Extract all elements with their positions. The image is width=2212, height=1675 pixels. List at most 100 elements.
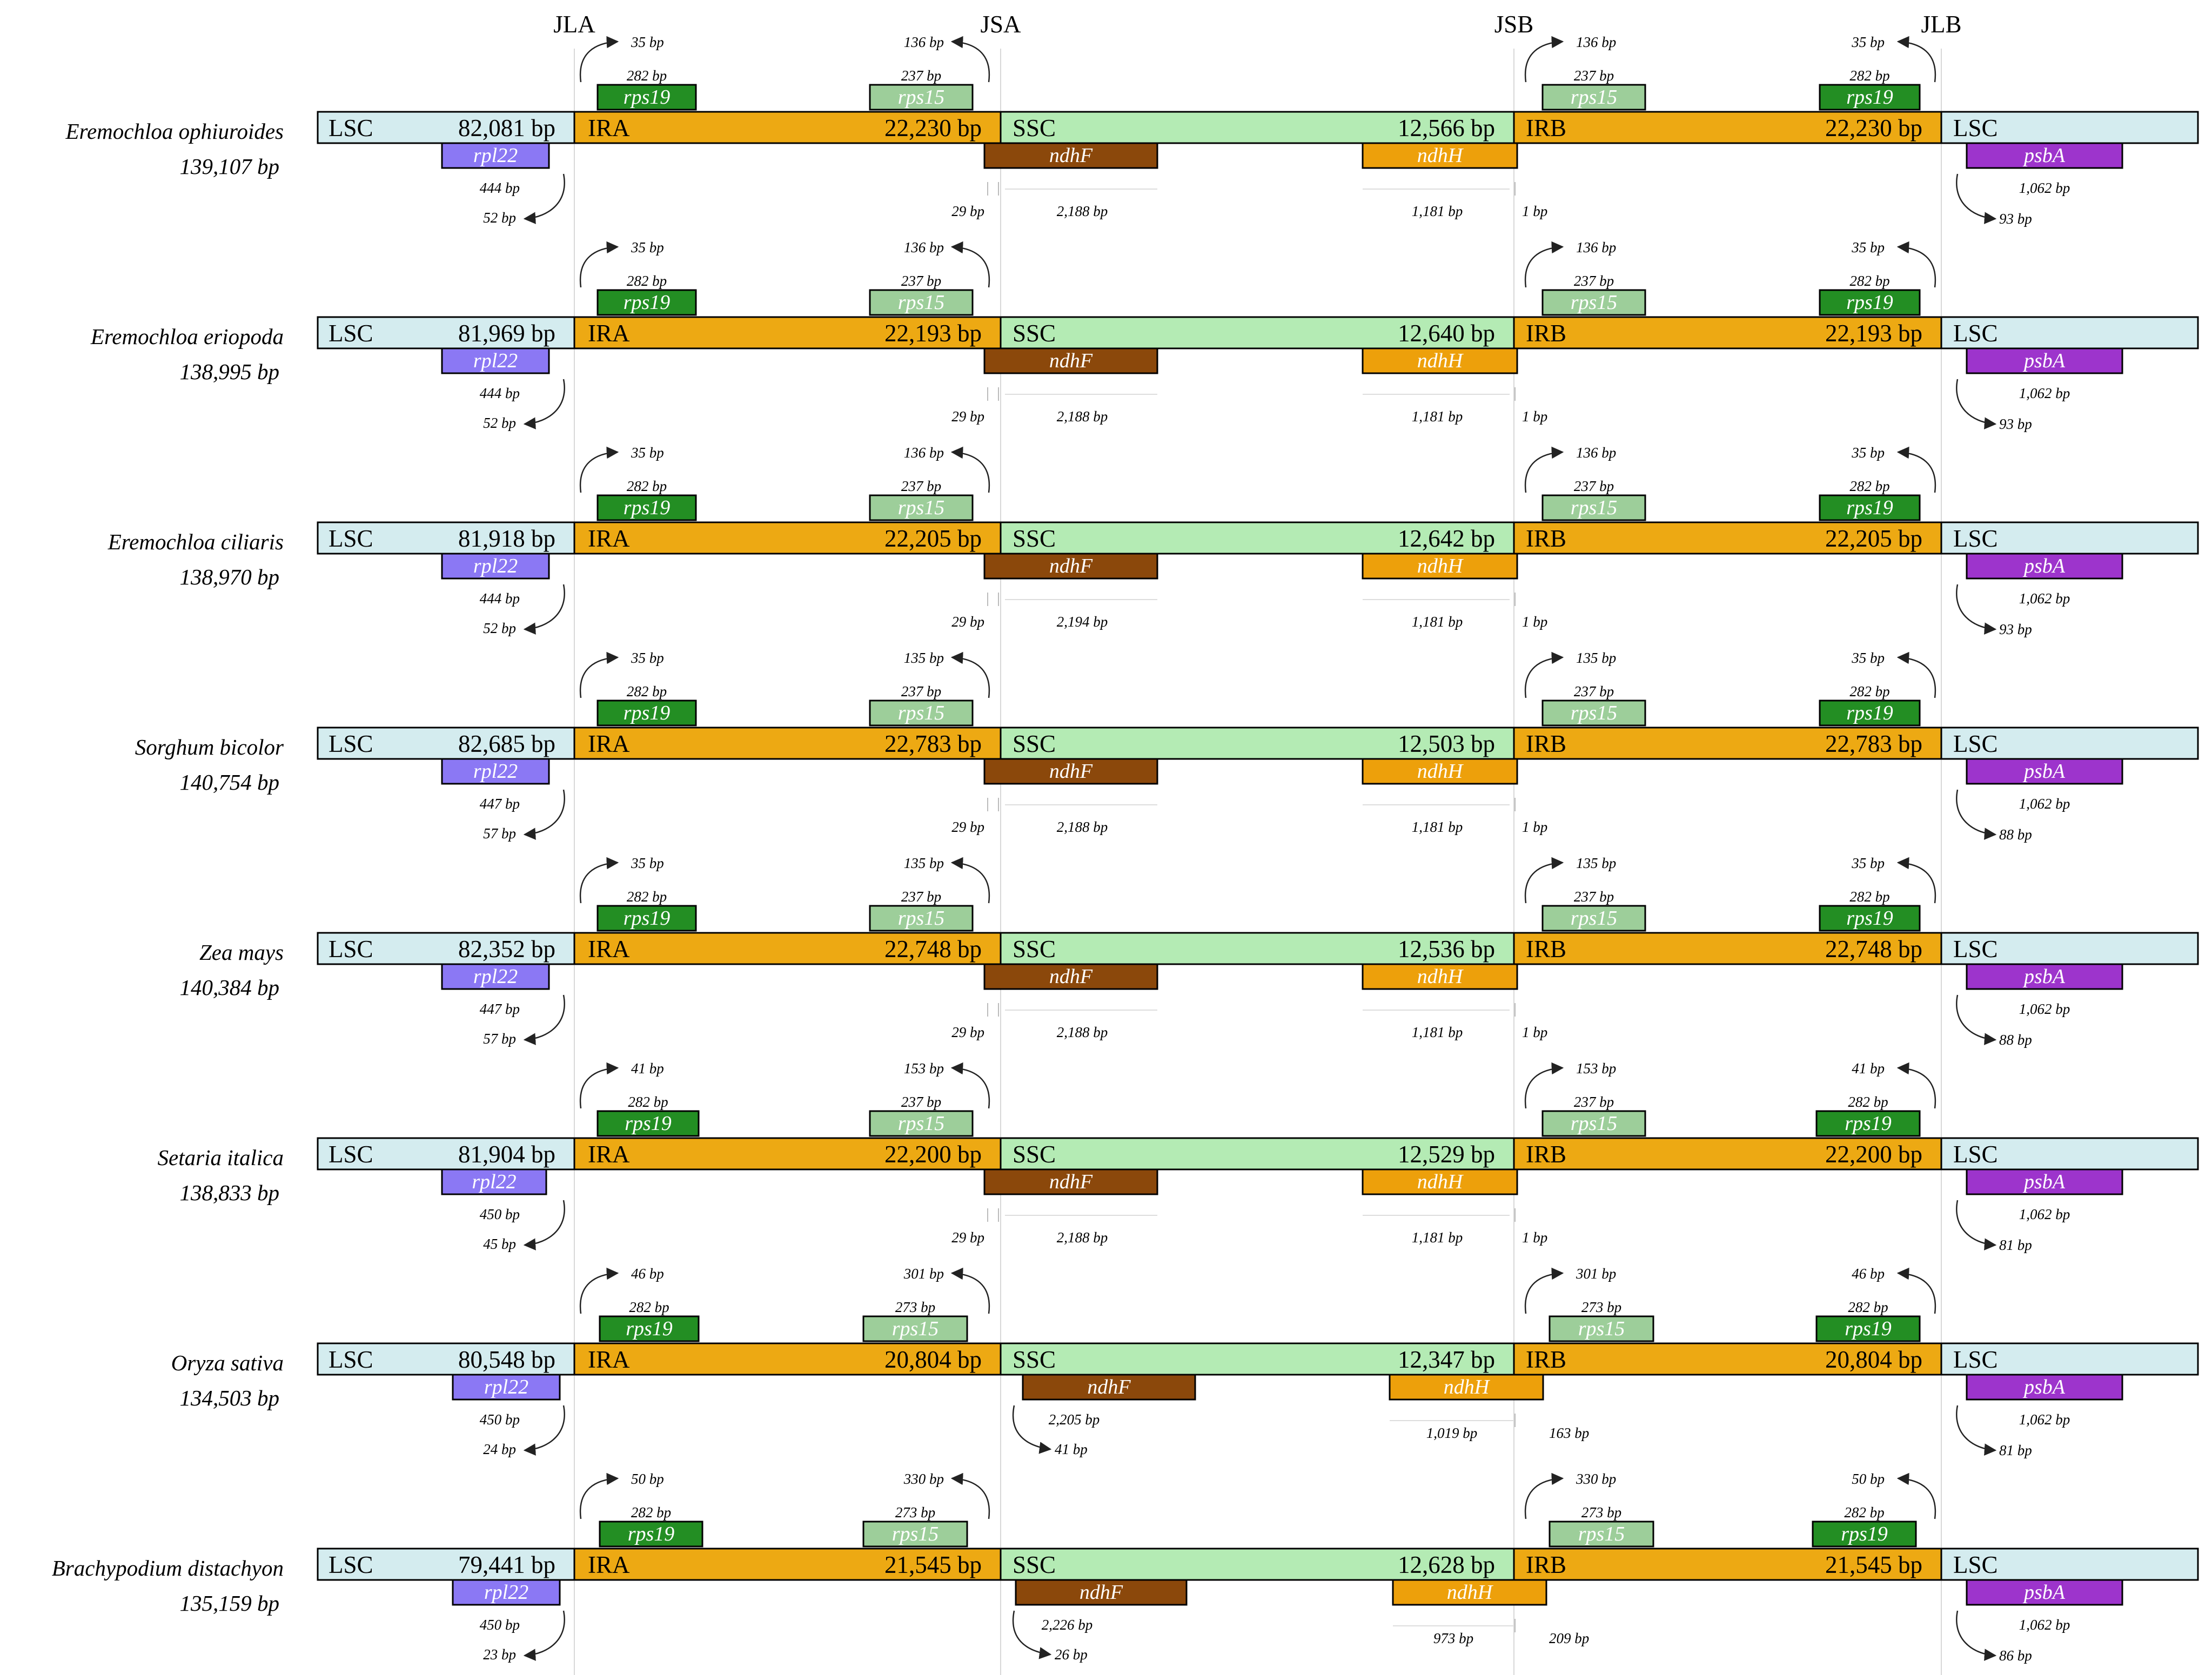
ndhh-length: 1,181 bp	[1412, 408, 1463, 425]
rps15-gene-ira	[869, 494, 974, 521]
rpl22-overhang: 52 bp	[483, 210, 516, 226]
rps19-b-overhang-arrow	[1896, 857, 1936, 904]
rps19-a-overhang: 46 bp	[631, 1266, 664, 1282]
psba-length: 1,062 bp	[2019, 385, 2070, 401]
rps19-a-overhang-arrow	[579, 241, 619, 288]
rps19-b-overhang-arrow	[1896, 241, 1936, 288]
rps15-b-length: 273 bp	[1581, 1299, 1621, 1315]
psba-length: 1,062 bp	[2019, 1206, 2070, 1222]
ndhf-length: 2,188 bp	[1057, 1229, 1108, 1246]
ndhh-length: 973 bp	[1433, 1630, 1473, 1646]
rps19-a-overhang: 41 bp	[631, 1060, 664, 1077]
region-lsc-end	[1940, 726, 2199, 760]
psba-overhang-arrow	[1956, 1200, 1997, 1250]
rps15-gene-ira-label: rps15	[898, 86, 945, 109]
ndhh-gene	[1389, 1374, 1544, 1401]
ndhf-gap: 26 bp	[1055, 1646, 1088, 1663]
psba-gene-label: psbA	[2022, 1171, 2066, 1193]
ndhf-length: 2,205 bp	[1049, 1411, 1100, 1428]
rps15-gene-ira-label: rps15	[898, 291, 945, 314]
region-irb	[1513, 316, 1942, 349]
region-ssc	[1000, 726, 1515, 760]
psba-length: 1,062 bp	[2019, 180, 2070, 196]
lsc-size: 79,441 bp	[458, 1551, 555, 1578]
junction-guides	[574, 49, 1942, 1675]
rps15-gene-irb-label: rps15	[1571, 496, 1618, 519]
psba-gene	[1966, 1579, 2123, 1606]
rpl22-gene-label: rpl22	[472, 1171, 516, 1193]
psba-length: 1,062 bp	[2019, 590, 2070, 607]
region-ssc	[1000, 932, 1515, 965]
region-label-ssc: SSC	[1013, 1346, 1056, 1373]
ndhh-gene	[1362, 758, 1518, 785]
ssc-size: 12,536 bp	[1398, 936, 1495, 963]
rps19-b-overhang-arrow	[1896, 446, 1936, 493]
ndhh-gene	[1362, 963, 1518, 990]
region-lsc-end	[1940, 932, 2199, 965]
rps19-gene-ira	[596, 699, 697, 726]
genome-length: 134,503 bp	[180, 1385, 280, 1410]
ndhf-gene	[1022, 1374, 1196, 1401]
rps19-b-overhang: 35 bp	[1851, 855, 1885, 871]
region-label-lsc: LSC	[329, 1141, 373, 1168]
rps15-gene-irb-label: rps15	[1571, 86, 1618, 109]
rps19-gene-ira	[599, 1521, 703, 1548]
psba-length: 1,062 bp	[2019, 796, 2070, 812]
region-label-irb: IRB	[1526, 1141, 1566, 1168]
rps19-a-overhang-arrow	[579, 1472, 619, 1519]
region-label-lsc: LSC	[329, 320, 373, 347]
region-label-ssc: SSC	[1013, 320, 1056, 347]
rps15-b-overhang: 301 bp	[1576, 1266, 1616, 1282]
rps15-b-length: 237 bp	[1574, 478, 1614, 494]
rps15-b-overhang-arrow	[1524, 857, 1564, 904]
ndhh-gene-label: ndhH	[1417, 349, 1464, 372]
rpl22-gene-label: rpl22	[473, 555, 518, 577]
rps19-gene-ira	[596, 494, 697, 521]
region-label-lsc-end: LSC	[1953, 1141, 1998, 1168]
rps15-b-overhang: 153 bp	[1576, 1060, 1616, 1077]
rpl22-length: 444 bp	[480, 590, 520, 607]
ssc-size: 12,566 bp	[1398, 115, 1495, 142]
region-ira	[573, 1342, 1002, 1376]
species-name: Eremochloa ophiuroides	[65, 119, 284, 144]
ndhh-gene-label: ndhH	[1417, 965, 1464, 988]
genome-row: Sorghum bicolor 140,754 bp LSC 82,685 bp IRA…	[135, 650, 2199, 843]
region-ssc	[1000, 1342, 1515, 1376]
ndhh-irb-part: 163 bp	[1549, 1425, 1589, 1441]
lsc-size: 81,918 bp	[458, 525, 555, 552]
species-name: Sorghum bicolor	[135, 735, 284, 759]
region-lsc	[317, 932, 575, 965]
rpl22-gene-label: rpl22	[473, 760, 518, 783]
rps15-gene-irb-label: rps15	[1571, 291, 1618, 314]
rps19-b-length: 282 bp	[1848, 1094, 1888, 1110]
genome-row: Zea mays 140,384 bp LSC 82,352 bp IRA 22,748 …	[180, 855, 2199, 1048]
rps19-b-overhang-arrow	[1896, 1062, 1936, 1109]
rpl22-overhang-arrow	[523, 584, 565, 635]
region-label-ira: IRA	[588, 115, 630, 142]
rps15-b-overhang: 136 bp	[1576, 445, 1616, 461]
ira-size: 22,205 bp	[884, 525, 982, 552]
region-ssc	[1000, 521, 1515, 555]
rpl22-length: 447 bp	[480, 796, 520, 812]
rps15-b-overhang-arrow	[1524, 446, 1564, 493]
ndhf-length: 2,226 bp	[1042, 1617, 1093, 1633]
rps19-b-overhang: 35 bp	[1851, 650, 1885, 666]
rps15-gene-irb	[1541, 289, 1646, 316]
region-label-lsc-end: LSC	[1953, 1346, 1998, 1373]
rps15-gene-irb	[1549, 1315, 1654, 1342]
psba-length: 1,062 bp	[2019, 1411, 2070, 1428]
rps19-b-overhang: 46 bp	[1852, 1266, 1885, 1282]
rps15-a-length: 237 bp	[901, 889, 941, 905]
junction-label-jla: JLA	[553, 11, 595, 38]
rps15-a-length: 237 bp	[901, 683, 941, 699]
ndhf-gap-arrow	[1012, 1405, 1052, 1454]
rps15-gene-irb	[1541, 699, 1646, 726]
genome-rows: Eremochloa ophiuroides 139,107 bp LSC 82,08…	[52, 34, 2199, 1664]
species-name: Zea mays	[199, 940, 284, 965]
rps15-a-overhang-arrow	[950, 1472, 990, 1519]
region-lsc-end	[1940, 521, 2199, 555]
ndhh-irb-part: 1 bp	[1522, 614, 1547, 630]
region-label-irb: IRB	[1526, 1346, 1566, 1373]
rps19-a-length: 282 bp	[631, 1504, 671, 1521]
genome-length: 138,995 bp	[180, 359, 280, 384]
